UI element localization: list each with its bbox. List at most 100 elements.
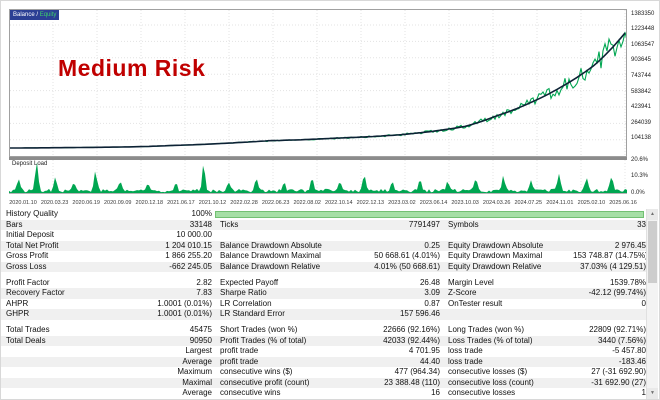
table-row: Average profit trade 44.40 loss trade -183.4… <box>1 356 649 368</box>
statistics-table: History Quality 100% Bars 33148 Ticks 7791497… <box>1 209 649 399</box>
stat-value: 157 596.46 <box>399 309 440 318</box>
table-row: Gross Profit 1 866 255.20 Balance Drawdown… <box>1 251 649 262</box>
stat-label: consecutive profit (count) <box>220 377 310 387</box>
stat-value: 3440 (7.56%) <box>597 335 646 345</box>
stat-label: Recovery Factor <box>6 288 65 297</box>
x-axis-label: 2022.10.14 <box>325 200 353 206</box>
scroll-down-arrow-icon[interactable]: ▼ <box>647 388 658 399</box>
legend-balance-label: Balance <box>13 12 35 18</box>
stat-label: Balance Drawdown Maximal <box>220 251 321 260</box>
stat-label: History Quality <box>6 209 59 218</box>
balance-curve <box>9 32 626 149</box>
x-axis-label: 2025.02.10 <box>577 200 606 206</box>
table-row: Maximal consecutive profit (count) 23 388.… <box>1 377 649 388</box>
stat-label: Z-Score <box>448 288 477 297</box>
table-row: AHPR 1.0001 (0.01%) LR Correlation 0.87 OnTe… <box>1 299 649 310</box>
stat-value: -662 245.05 <box>169 261 212 271</box>
y-axis-label: 743744 <box>631 72 652 79</box>
stat-value <box>573 230 649 241</box>
stat-label: LR Correlation <box>220 298 272 308</box>
stat-value: 45475 <box>189 325 212 334</box>
x-axis-label: 2023.06.14 <box>419 200 448 206</box>
y-axis-label: 583842 <box>631 88 652 95</box>
y-axis-label: 1223448 <box>631 26 655 33</box>
stat-label: loss trade <box>448 346 483 355</box>
stat-label: Equity Drawdown Relative <box>448 261 542 271</box>
stat-value: 1 204 010.15 <box>165 240 212 250</box>
stat-value: 3.09 <box>424 288 440 297</box>
percent-axis-label: 20.6% <box>631 156 649 163</box>
stat-label: Profit Factor <box>6 277 50 287</box>
stat-label: Expected Payoff <box>220 277 279 287</box>
stat-value: 0.25 <box>424 240 440 250</box>
scroll-up-arrow-icon[interactable]: ▲ <box>647 209 658 220</box>
stat-label: Short Trades (won %) <box>220 325 298 334</box>
stat-label: OnTester result <box>448 298 503 308</box>
stat-label: profit trade <box>220 346 259 355</box>
stat-value: 4 701.95 <box>408 346 440 355</box>
stat-value: 23 388.48 (110) <box>384 377 440 387</box>
stat-label <box>1 388 133 399</box>
y-axis-label: 1383350 <box>631 10 655 17</box>
balance-equity-chart <box>9 9 627 194</box>
stat-label: Equity Drawdown Absolute <box>448 240 544 250</box>
stat-label <box>1 357 133 368</box>
stat-label: Balance Drawdown Relative <box>220 261 321 271</box>
table-row: Largest profit trade 4 701.95 loss trade -5 … <box>1 346 649 357</box>
stat-value: 2.82 <box>196 277 212 287</box>
stat-value: 0.87 <box>424 298 440 308</box>
x-axis-label: 2020.03.23 <box>40 200 69 206</box>
y-axis-label: 104138 <box>631 135 652 142</box>
table-row: Recovery Factor 7.83 Sharpe Ratio 3.09 Z-Sco… <box>1 288 649 299</box>
x-axis-date-labels: 2020.01.10 2020.03.23 2020.06.19 2020.09.09… <box>9 200 637 209</box>
stat-value: 153 748.87 (14.75%) <box>573 251 648 260</box>
x-axis-label: 2022.06.23 <box>261 200 290 206</box>
stat-label: GHPR <box>6 309 30 318</box>
table-row: Profit Factor 2.82 Expected Payoff 26.48 Mar… <box>1 278 649 289</box>
x-axis-label: 2023.03.02 <box>388 200 416 206</box>
table-row: Bars 33148 Ticks 7791497 Symbols 33 <box>1 219 649 230</box>
history-quality-progress-bar <box>215 210 644 218</box>
table-row: Total Deals 90950 Profit Trades (% of tota… <box>1 335 649 346</box>
percent-axis-label: 10.3% <box>631 173 649 179</box>
x-axis-label: 2024.03.26 <box>482 200 511 206</box>
stat-label <box>443 230 573 241</box>
stat-value: 1 866 255.20 <box>165 251 212 260</box>
x-axis-label: 2020.06.19 <box>72 200 100 206</box>
x-axis-label: 2023.10.03 <box>451 200 479 206</box>
deposit-load-area <box>9 162 627 193</box>
risk-annotation: Medium Risk <box>58 55 206 81</box>
stat-value: 22666 (92.16%) <box>383 325 440 334</box>
stat-value: 33 <box>637 219 646 229</box>
deposit-load-label: Deposit Load <box>12 161 48 167</box>
stat-value: -42.12 (99.74%) <box>588 288 646 297</box>
scrollbar-thumb[interactable] <box>648 221 657 283</box>
table-row: Initial Deposit 10 000.00 <box>1 230 649 241</box>
table-row: Total Net Profit 1 204 010.15 Balance Draw… <box>1 240 649 251</box>
stat-value: 10 000.00 <box>176 230 212 239</box>
stat-label <box>215 230 357 241</box>
y-axis-label: 1063547 <box>631 41 655 48</box>
legend-separator: / <box>34 12 40 18</box>
stat-value <box>357 230 443 241</box>
stat-value <box>573 309 649 320</box>
vertical-scrollbar[interactable]: ▲ ▼ <box>646 209 658 399</box>
stat-label: loss trade <box>448 356 483 366</box>
stat-label: Equity Drawdown Maximal <box>448 251 543 260</box>
x-axis-label: 2020.01.10 <box>9 200 37 206</box>
stat-label: Margin Level <box>448 277 494 287</box>
stat-value: 42033 (92.44%) <box>383 335 440 345</box>
stat-value: 1539.78% <box>609 277 646 287</box>
legend-equity-label: Equity <box>39 12 57 18</box>
y-axis-label: 903645 <box>631 57 652 64</box>
stat-label: Profit Trades (% of total) <box>220 335 307 345</box>
x-axis-label: 2022.12.13 <box>356 200 385 206</box>
stat-label: Long Trades (won %) <box>448 325 525 334</box>
stat-label: Total Deals <box>6 335 46 345</box>
stat-value: 37.03% (4 129.51) <box>580 261 646 271</box>
stat-value: -31 692.90 (27) <box>591 377 646 387</box>
stat-label: consecutive losses ($) <box>448 367 528 376</box>
stat-value: 4.01% (50 668.61) <box>374 261 440 271</box>
stat-value: 477 (964.34) <box>394 367 440 376</box>
